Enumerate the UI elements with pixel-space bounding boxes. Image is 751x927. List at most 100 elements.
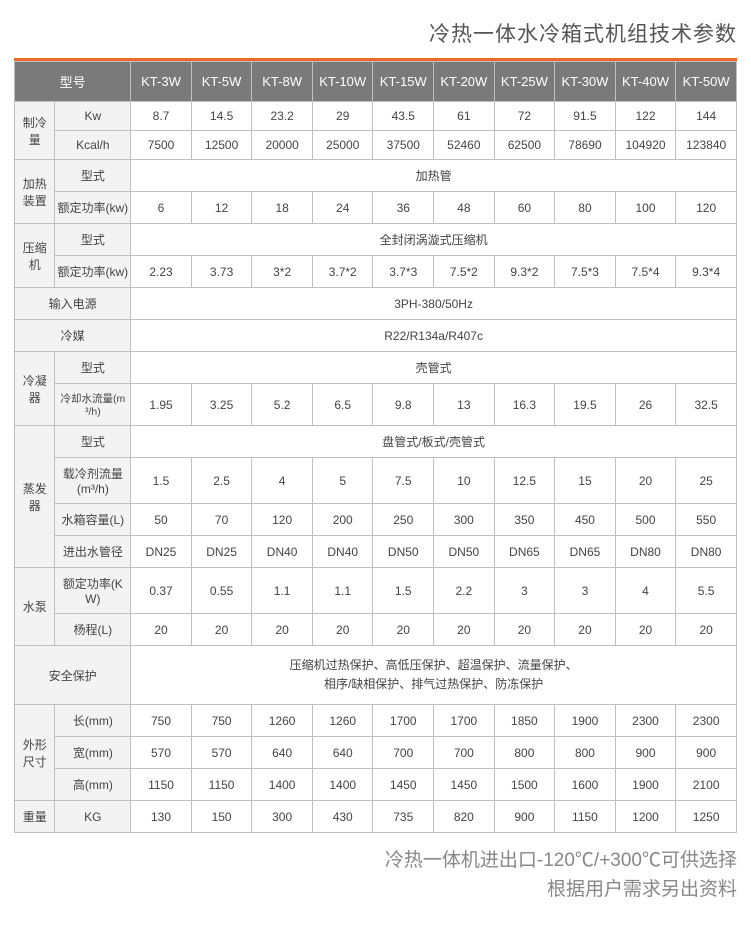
table-row: 宽(mm) 570 570 640 640 700 700 800 800 90… <box>15 737 737 769</box>
sub-label: Kcal/h <box>55 131 131 160</box>
cell: 91.5 <box>555 102 616 131</box>
row-label: 重量 <box>15 801 55 833</box>
cell: 1900 <box>615 769 676 801</box>
cell: 0.55 <box>191 568 252 614</box>
cell: 1150 <box>131 769 192 801</box>
cell: 7.5 <box>373 458 434 504</box>
cell-span: 压缩机过热保护、高低压保护、超温保护、流量保护、 相序/缺相保护、排气过热保护、… <box>131 646 737 705</box>
row-label: 安全保护 <box>15 646 131 705</box>
cell: 20 <box>373 614 434 646</box>
sub-label: KG <box>55 801 131 833</box>
cell: 3 <box>555 568 616 614</box>
cell: 800 <box>555 737 616 769</box>
cell-span: 3PH-380/50Hz <box>131 288 737 320</box>
cell: 123840 <box>676 131 737 160</box>
cell: 1400 <box>252 769 313 801</box>
cell: 9.3*2 <box>494 256 555 288</box>
cell: 0.37 <box>131 568 192 614</box>
cell: 250 <box>373 504 434 536</box>
row-label: 外形 尺寸 <box>15 705 55 801</box>
cell: 1450 <box>373 769 434 801</box>
cell: 120 <box>252 504 313 536</box>
cell: 570 <box>131 737 192 769</box>
cell: 640 <box>252 737 313 769</box>
table-row: 加热装置 型式 加热管 <box>15 160 737 192</box>
cell: 1700 <box>373 705 434 737</box>
cell: 9.3*4 <box>676 256 737 288</box>
cell: 3 <box>494 568 555 614</box>
cell: 700 <box>373 737 434 769</box>
cell: 104920 <box>615 131 676 160</box>
cell: 900 <box>615 737 676 769</box>
cell: DN65 <box>494 536 555 568</box>
cell: 1900 <box>555 705 616 737</box>
cell: 1150 <box>555 801 616 833</box>
cell: 2100 <box>676 769 737 801</box>
cell: 80 <box>555 192 616 224</box>
sub-label: 载冷剂流量 (m³/h) <box>55 458 131 504</box>
cell: 3.73 <box>191 256 252 288</box>
row-label: 蒸发器 <box>15 426 55 568</box>
cell-span: 盘管式/板式/壳管式 <box>131 426 737 458</box>
sub-label: 型式 <box>55 352 131 384</box>
cell: 2.23 <box>131 256 192 288</box>
table-row: 高(mm) 1150 1150 1400 1400 1450 1450 1500… <box>15 769 737 801</box>
table-row: 额定功率(kw) 6 12 18 24 36 48 60 80 100 120 <box>15 192 737 224</box>
cell-span: R22/R134a/R407c <box>131 320 737 352</box>
cell: 9.8 <box>373 384 434 426</box>
row-label: 冷媒 <box>15 320 131 352</box>
cell: 50 <box>131 504 192 536</box>
cell: DN50 <box>373 536 434 568</box>
cell: 20 <box>191 614 252 646</box>
table-row: 水泵 额定功率(KW) 0.37 0.55 1.1 1.1 1.5 2.2 3 … <box>15 568 737 614</box>
page-title: 冷热一体水冷箱式机组技术参数 <box>14 18 737 48</box>
cell: 29 <box>312 102 373 131</box>
cell: 1.1 <box>252 568 313 614</box>
cell: DN80 <box>676 536 737 568</box>
cell: 735 <box>373 801 434 833</box>
table-row: 输入电源 3PH-380/50Hz <box>15 288 737 320</box>
cell: 25 <box>676 458 737 504</box>
cell: 120 <box>676 192 737 224</box>
sub-label: 进出水管径 <box>55 536 131 568</box>
row-label: 加热装置 <box>15 160 55 224</box>
cell: 640 <box>312 737 373 769</box>
cell: 52460 <box>434 131 495 160</box>
cell: 5.2 <box>252 384 313 426</box>
sub-label: 高(mm) <box>55 769 131 801</box>
cell: 12.5 <box>494 458 555 504</box>
cell: 430 <box>312 801 373 833</box>
cell: 1400 <box>312 769 373 801</box>
cell: 70 <box>191 504 252 536</box>
cell: 3*2 <box>252 256 313 288</box>
table-row: 压缩机 型式 全封闭涡漩式压缩机 <box>15 224 737 256</box>
table-row: 安全保护 压缩机过热保护、高低压保护、超温保护、流量保护、 相序/缺相保护、排气… <box>15 646 737 705</box>
cell: 43.5 <box>373 102 434 131</box>
cell: 200 <box>312 504 373 536</box>
cell: 750 <box>191 705 252 737</box>
table-row: 冷却水流量(m³/h) 1.95 3.25 5.2 6.5 9.8 13 16.… <box>15 384 737 426</box>
cell-span: 全封闭涡漩式压缩机 <box>131 224 737 256</box>
cell: 20 <box>676 614 737 646</box>
cell: 20 <box>131 614 192 646</box>
cell: DN25 <box>191 536 252 568</box>
sub-label: 额定功率(kw) <box>55 256 131 288</box>
cell: 2300 <box>615 705 676 737</box>
cell: 4 <box>615 568 676 614</box>
cell: DN25 <box>131 536 192 568</box>
cell: 3.7*2 <box>312 256 373 288</box>
safety-text-2: 相序/缺相保护、排气过热保护、防冻保护 <box>324 677 543 691</box>
cell: 144 <box>676 102 737 131</box>
cell: DN80 <box>615 536 676 568</box>
cell: 20 <box>615 614 676 646</box>
cell: 700 <box>434 737 495 769</box>
sub-label: 型式 <box>55 224 131 256</box>
cell: 130 <box>131 801 192 833</box>
header-col: KT-50W <box>676 62 737 102</box>
cell: 300 <box>252 801 313 833</box>
header-col: KT-30W <box>555 62 616 102</box>
table-row: 制冷量 Kw 8.7 14.5 23.2 29 43.5 61 72 91.5 … <box>15 102 737 131</box>
header-col: KT-20W <box>434 62 495 102</box>
cell: 1.95 <box>131 384 192 426</box>
cell: 25000 <box>312 131 373 160</box>
